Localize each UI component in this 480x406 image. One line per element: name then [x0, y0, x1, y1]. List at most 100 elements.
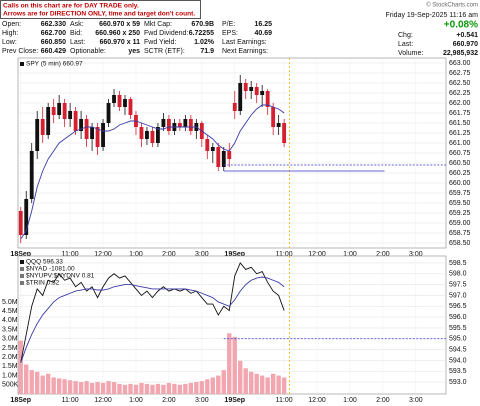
notes-box	[0, 0, 201, 19]
y2-tick-label: 5.0M	[2, 299, 18, 306]
quote-value: 71.9	[200, 48, 214, 55]
volume-bar	[40, 375, 45, 394]
candle-body	[265, 91, 270, 107]
y-tick-label: 663.00	[449, 60, 471, 67]
quote-value: 6.72255	[189, 30, 214, 37]
note-line: Arrows are for DIRECTION ONLY, time and …	[3, 10, 195, 17]
volume-bar	[128, 383, 133, 394]
y-tick-label: 660.00	[449, 180, 471, 187]
x-tick-label: 19Sep	[224, 397, 245, 404]
volume-bar	[166, 382, 172, 394]
y-tick-label: 660.25	[449, 170, 471, 177]
volume-bar	[73, 381, 78, 394]
x-tick-label: 11:00	[62, 397, 79, 404]
volume-bar	[150, 384, 155, 394]
quote-value: 670.9B	[191, 21, 214, 28]
volume-bar	[210, 377, 215, 394]
quote-label: SCTR (ETF):	[144, 48, 185, 55]
x-tick-label: 12:00	[94, 251, 112, 258]
volume-bar	[106, 381, 111, 394]
quote-value: 16.25	[254, 21, 272, 28]
volume-bar	[29, 370, 34, 394]
candle-body	[254, 87, 259, 95]
quote-value: 40.69	[254, 30, 272, 37]
candle-body	[117, 95, 122, 107]
y-tick-label: 659.00	[449, 220, 471, 227]
x-tick-label: 3:00	[195, 397, 209, 404]
volume-bar	[243, 368, 248, 394]
candle-body	[106, 103, 111, 123]
y2-tick-label: 4.5M	[2, 308, 18, 315]
y-tick-label: 662.75	[449, 70, 471, 77]
x-tick-label: 12:00	[308, 397, 326, 404]
candle-body	[232, 103, 237, 111]
quote-label: Mkt Cap:	[144, 21, 172, 28]
quote-label: Low:	[2, 39, 17, 46]
x-tick-label: 12:00	[94, 397, 112, 404]
candle-body	[177, 123, 182, 127]
candle-body	[57, 103, 62, 115]
volume-bar	[227, 333, 232, 394]
volume-bar	[232, 336, 237, 394]
y-tick-label: 597.5	[449, 281, 467, 288]
y2-tick-label: 1.0M	[2, 372, 18, 379]
x-tick-label: 1:00	[343, 251, 357, 258]
candle-body	[18, 211, 23, 235]
x-tick-label: 11:00	[62, 251, 79, 258]
y-tick-label: 660.75	[449, 150, 471, 157]
quote-value: 1.02%	[194, 39, 215, 46]
candle-body	[210, 147, 215, 151]
volume-bar	[133, 384, 139, 394]
volume-bar	[221, 370, 226, 394]
quote-value: yes	[128, 48, 140, 55]
candle-body	[62, 103, 67, 119]
y-tick-label: 658.75	[449, 230, 471, 237]
candle-body	[188, 119, 193, 131]
quote-label: Last Earnings:	[222, 39, 267, 46]
volume-bar	[265, 377, 270, 394]
volume-bar	[177, 384, 183, 394]
quote-label: Chg:	[398, 32, 413, 39]
candle-body	[24, 199, 29, 235]
quote-label: Last:	[70, 39, 85, 46]
legend-entry: $NYAD -1081.00	[26, 266, 75, 273]
candle-body	[123, 99, 127, 107]
candle-body	[51, 107, 56, 115]
quote-value: 660.970 x 11	[100, 39, 141, 46]
candle-body	[46, 107, 51, 135]
candle-body	[183, 119, 188, 127]
x-tick-label: 11:00	[276, 251, 293, 258]
y2-tick-label: 1.5M	[2, 363, 18, 370]
y2-tick-label: 3.0M	[2, 336, 18, 343]
x-tick-label: 3:00	[195, 251, 209, 258]
candle-body	[221, 151, 226, 167]
x-tick-label: 12:00	[308, 251, 326, 258]
y-tick-label: 593.0	[449, 379, 467, 386]
volume-bar	[62, 379, 67, 394]
y-tick-label: 661.75	[449, 110, 471, 117]
x-tick-label: 3:00	[409, 397, 423, 404]
volume-bar	[161, 384, 166, 394]
y-tick-label: 662.25	[449, 90, 471, 97]
volume-bar	[89, 382, 95, 394]
quote-value: 662.700	[41, 30, 66, 37]
candle-body	[282, 123, 287, 143]
volume-bar	[122, 384, 128, 394]
quote-date: Friday 19-Sep-2025 11:16 am	[386, 12, 479, 19]
quote-label: Bid:	[70, 30, 82, 37]
quote-value: 660.970	[453, 41, 478, 48]
change-percent: +0.08%	[444, 20, 478, 31]
volume-bar	[78, 382, 84, 394]
y-tick-label: 662.00	[449, 100, 471, 107]
price-line	[20, 104, 285, 240]
volume-bar	[24, 364, 29, 394]
legend-swatch	[20, 62, 24, 66]
y-tick-label: 594.0	[449, 357, 467, 364]
candle-body	[238, 83, 243, 111]
volume-bar	[205, 379, 210, 394]
y-tick-label: 658.50	[449, 240, 471, 247]
candle-body	[79, 119, 84, 131]
x-tick-label: 19Sep	[224, 251, 245, 258]
candle-body	[260, 91, 265, 95]
volume-bar	[139, 382, 144, 394]
